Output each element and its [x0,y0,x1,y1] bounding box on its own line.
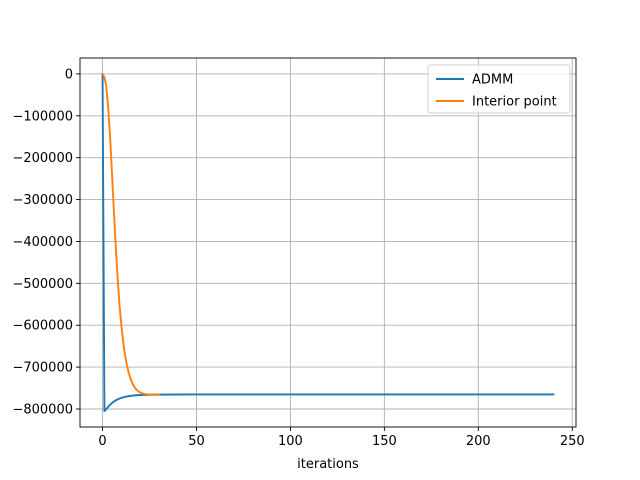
y-tick-label: 0 [65,67,73,82]
y-tick-label: −800000 [12,402,73,417]
y-tick-label: −600000 [12,319,73,334]
x-axis-label: iterations [297,457,359,472]
y-tick-label: −400000 [12,235,73,250]
series-line-interior-point [101,72,160,396]
x-tick-label: 200 [466,434,491,449]
plot-frame [79,57,577,428]
x-axis: 0 50 100 150 200 250 [98,427,585,449]
x-tick-label: 0 [98,434,106,449]
x-tick-label: 100 [278,434,303,449]
x-tick-label: 50 [188,434,205,449]
y-tick-label: −300000 [12,193,73,208]
x-tick-label: 150 [372,434,397,449]
series-line-admm [101,72,555,413]
y-tick-label: −500000 [12,277,73,292]
grid [80,58,576,427]
y-tick-label: −200000 [12,151,73,166]
legend-label: ADMM [472,73,513,88]
y-tick-label: −100000 [12,109,73,124]
legend: ADMM Interior point [427,64,571,114]
series-layer [101,72,555,413]
y-axis: 0 −100000 −200000 −300000 −400000 −500000 −600… [12,67,80,417]
y-tick-label: −700000 [12,361,73,376]
x-tick-label: 250 [560,434,585,449]
legend-label: Interior point [472,95,557,110]
